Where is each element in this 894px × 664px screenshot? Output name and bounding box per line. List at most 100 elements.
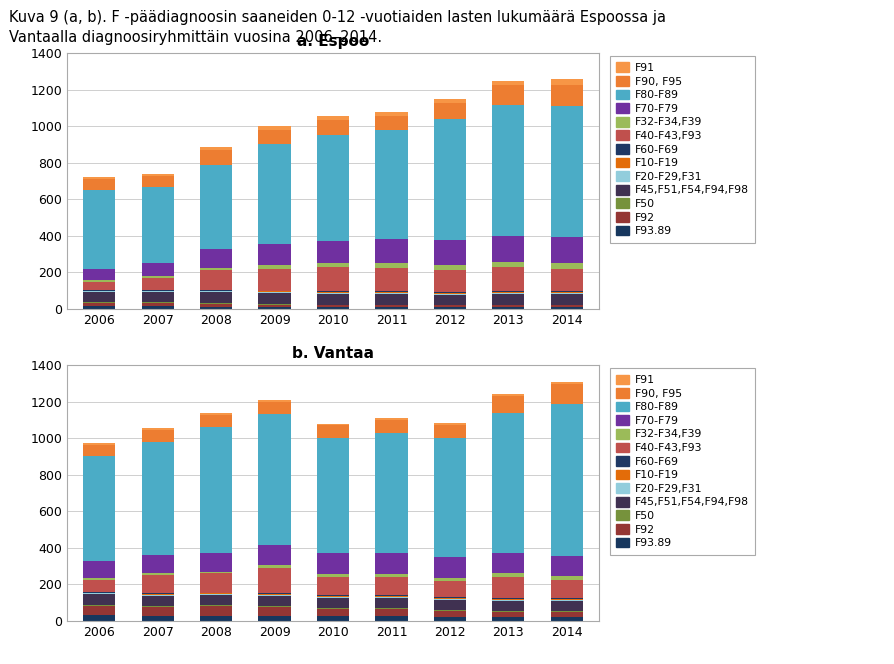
Bar — [375, 595, 408, 596]
Bar — [200, 165, 232, 250]
Bar — [434, 295, 466, 305]
Bar — [141, 292, 173, 302]
Bar — [141, 303, 173, 306]
Bar — [141, 428, 173, 430]
Bar — [200, 414, 232, 428]
Bar — [83, 292, 115, 302]
Bar — [493, 293, 525, 305]
Bar — [375, 596, 408, 597]
Bar — [375, 609, 408, 616]
Bar — [375, 420, 408, 433]
Bar — [434, 423, 466, 424]
Bar — [317, 264, 349, 267]
Bar — [551, 382, 583, 384]
Bar — [434, 597, 466, 598]
Bar — [200, 150, 232, 165]
Bar — [493, 105, 525, 236]
Bar — [83, 592, 115, 594]
Bar — [258, 594, 291, 595]
Bar — [434, 293, 466, 295]
Bar — [551, 600, 583, 601]
Bar — [83, 456, 115, 562]
Bar — [141, 306, 173, 309]
Bar — [434, 291, 466, 293]
Bar — [258, 307, 291, 309]
Bar — [551, 106, 583, 237]
Bar — [258, 130, 291, 145]
Bar — [83, 282, 115, 290]
Bar — [200, 270, 232, 290]
Bar — [258, 292, 291, 293]
Bar — [141, 173, 173, 177]
Bar — [551, 404, 583, 556]
Bar — [200, 303, 232, 304]
Bar — [83, 616, 115, 621]
Bar — [434, 600, 466, 610]
Bar — [83, 179, 115, 190]
Bar — [317, 424, 349, 426]
Bar — [434, 438, 466, 557]
Bar — [375, 598, 408, 608]
Bar — [317, 616, 349, 621]
Bar — [434, 99, 466, 103]
Bar — [83, 445, 115, 456]
Bar — [258, 606, 291, 607]
Bar — [493, 600, 525, 601]
Bar — [258, 607, 291, 616]
Bar — [551, 291, 583, 293]
Bar — [551, 384, 583, 404]
Bar — [493, 611, 525, 612]
Bar — [551, 612, 583, 618]
Bar — [434, 610, 466, 611]
Bar — [317, 608, 349, 609]
Bar — [551, 79, 583, 84]
Bar — [375, 239, 408, 264]
Bar — [317, 120, 349, 135]
Bar — [551, 611, 583, 612]
Bar — [493, 236, 525, 262]
Bar — [493, 577, 525, 598]
Bar — [141, 290, 173, 291]
Bar — [551, 237, 583, 264]
Bar — [258, 305, 291, 307]
Bar — [375, 305, 408, 307]
Bar — [551, 576, 583, 580]
Bar — [83, 268, 115, 280]
Bar — [551, 307, 583, 309]
Bar — [375, 577, 408, 595]
Bar — [317, 291, 349, 293]
Bar — [493, 553, 525, 573]
Bar — [258, 268, 291, 291]
Bar — [551, 264, 583, 269]
Bar — [141, 606, 173, 607]
Bar — [200, 428, 232, 553]
Bar — [493, 262, 525, 267]
Bar — [317, 293, 349, 305]
Bar — [141, 573, 173, 575]
Bar — [551, 580, 583, 598]
Legend: F91, F90, F95, F80-F89, F70-F79, F32-F34,F39, F40-F43,F93, F60-F69, F10-F19, F20: F91, F90, F95, F80-F89, F70-F79, F32-F34… — [610, 56, 755, 242]
Bar — [317, 240, 349, 264]
Bar — [375, 307, 408, 309]
Bar — [375, 616, 408, 621]
Bar — [200, 147, 232, 150]
Bar — [493, 412, 525, 553]
Bar — [258, 568, 291, 594]
Bar — [200, 250, 232, 268]
Bar — [83, 302, 115, 303]
Bar — [141, 263, 173, 276]
Bar — [551, 618, 583, 621]
Bar — [375, 608, 408, 609]
Bar — [141, 291, 173, 292]
Bar — [141, 187, 173, 263]
Bar — [258, 596, 291, 606]
Bar — [551, 598, 583, 599]
Bar — [493, 601, 525, 611]
Bar — [83, 594, 115, 606]
Bar — [258, 304, 291, 305]
Bar — [83, 606, 115, 616]
Bar — [83, 280, 115, 282]
Bar — [493, 267, 525, 291]
Bar — [200, 291, 232, 292]
Bar — [258, 545, 291, 565]
